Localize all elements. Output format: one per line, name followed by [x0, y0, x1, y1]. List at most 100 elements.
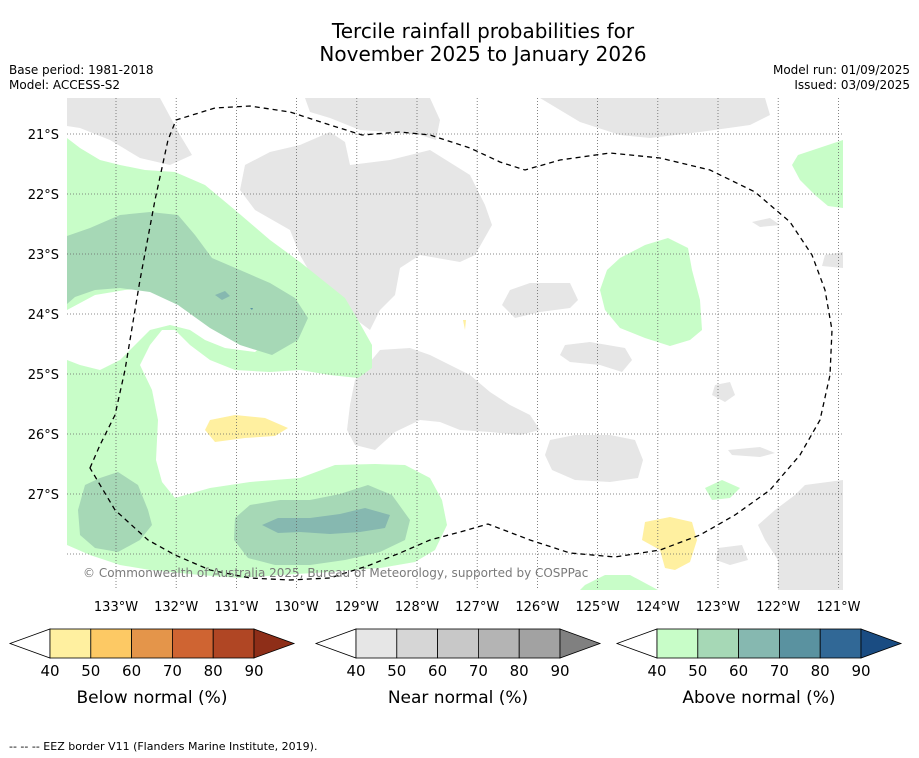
colorbar-near: 40 50 60 70 80 90 Near normal (%): [314, 628, 602, 708]
near-region-lower-right: [545, 435, 643, 482]
near-region-mid: [502, 283, 578, 318]
colorbar-box: [90, 628, 133, 659]
issued-date: Issued: 03/09/2025: [794, 78, 910, 92]
colorbar-tick-label: 50: [688, 662, 707, 680]
model-name: Model: ACCESS-S2: [9, 78, 121, 92]
colorbar-tick-label: 60: [729, 662, 748, 680]
colorbar-tick-label: 80: [204, 662, 223, 680]
colorbar-box: [49, 628, 92, 659]
below-normal-regions: [205, 320, 697, 570]
colorbar-tick-label: 70: [770, 662, 789, 680]
colorbar-tick-label: 80: [510, 662, 529, 680]
colorbars: 40 50 60 70 80 90 Below normal (%) 40 50 60 70 80 90…: [8, 628, 903, 708]
above-region-small: [705, 480, 740, 500]
colorbar-tick-label: 60: [428, 662, 447, 680]
near-region-small-1: [712, 382, 735, 402]
colorbar-tick-label: 90: [550, 662, 569, 680]
above-region-west-patch: [67, 405, 120, 465]
lon-label: 127°W: [455, 600, 499, 615]
lat-label: 24°S: [28, 308, 59, 323]
base-period: Base period: 1981-2018: [9, 63, 154, 77]
lon-label: 132°W: [154, 600, 198, 615]
map-title: Tercile rainfall probabilities for Novem…: [0, 20, 919, 66]
lon-labels: 133°W 132°W 131°W 130°W 129°W 128°W 127°W 126°W…: [94, 600, 861, 615]
near-region-mid-right: [560, 342, 632, 372]
eez-border: [89, 105, 833, 581]
lat-label: 22°S: [28, 188, 59, 203]
lon-label: 129°W: [335, 600, 379, 615]
near-region-small-4: [822, 252, 843, 268]
colorbar-extend-high: [559, 628, 602, 659]
above-normal-level-3: [215, 291, 390, 534]
colorbar-box: [131, 628, 173, 659]
above-l2-sw: [78, 472, 152, 552]
colorbar-tick-label: 70: [163, 662, 182, 680]
near-region-small-3: [752, 218, 780, 227]
lat-label: 21°S: [28, 128, 59, 143]
colorbar-tick-label: 90: [244, 662, 263, 680]
above-region-ne: [792, 140, 843, 208]
colorbar-extend-high: [253, 628, 296, 659]
near-region-lower-center: [347, 348, 540, 450]
copyright-text: © Commonwealth of Australia 2025, Bureau…: [83, 566, 588, 580]
colorbar-title: Near normal (%): [388, 688, 528, 708]
colorbar-box: [697, 628, 739, 659]
above-region-south: [580, 575, 658, 590]
colorbar-box: [355, 628, 398, 659]
colorbar-tick-label: 40: [40, 662, 59, 680]
near-region-nw: [67, 98, 192, 165]
near-region-se: [758, 480, 843, 590]
lon-label: 133°W: [94, 600, 138, 615]
grid-lines: [67, 98, 843, 590]
lon-label: 122°W: [756, 600, 800, 615]
lat-label: 27°S: [28, 488, 59, 503]
colorbar-box: [518, 628, 561, 659]
below-region-west: [205, 415, 288, 442]
lon-label: 128°W: [395, 600, 439, 615]
near-region-small-2: [728, 447, 775, 457]
lon-label: 130°W: [275, 600, 319, 615]
lat-labels: 21°S 22°S 23°S 24°S 25°S 26°S 27°S: [28, 128, 59, 503]
footnote: -- -- -- EEZ border V11 (Flanders Marine…: [9, 740, 318, 753]
lon-label: 131°W: [214, 600, 258, 615]
lat-label: 25°S: [28, 368, 59, 383]
lon-label: 125°W: [576, 600, 620, 615]
colorbar-tick-label: 70: [469, 662, 488, 680]
near-region-top-center: [305, 98, 440, 140]
colorbar-above: 40 50 60 70 80 90 Above normal (%): [615, 628, 903, 708]
above-region-east: [600, 238, 702, 346]
colorbar-box: [437, 628, 479, 659]
colorbar-extend-high: [860, 628, 903, 659]
meta-right: Model run: 01/09/2025 Issued: 03/09/2025: [773, 63, 910, 93]
colorbar-tick-label: 60: [122, 662, 141, 680]
colorbar-extend-low: [8, 628, 51, 659]
colorbar-box: [171, 628, 214, 659]
colorbar-box: [477, 628, 520, 659]
colorbar-tick-label: 50: [81, 662, 100, 680]
meta-left: Base period: 1981-2018 Model: ACCESS-S2: [9, 63, 154, 93]
colorbar-below: 40 50 60 70 80 90 Below normal (%): [8, 628, 296, 708]
lon-label: 126°W: [515, 600, 559, 615]
colorbar-tick-label: 40: [346, 662, 365, 680]
model-run: Model run: 01/09/2025: [772, 63, 910, 77]
lon-label: 121°W: [816, 600, 860, 615]
above-l4-dot: [250, 308, 253, 310]
colorbar-tick-label: 90: [851, 662, 870, 680]
near-normal-regions: [67, 98, 843, 590]
colorbar-box: [779, 628, 821, 659]
lat-label: 26°S: [28, 428, 59, 443]
title-line-1: Tercile rainfall probabilities for: [331, 19, 635, 43]
map-plot-area: [67, 98, 843, 590]
colorbar-box: [819, 628, 862, 659]
below-region-south: [642, 517, 697, 570]
lat-label: 23°S: [28, 248, 59, 263]
colorbar-tick-label: 40: [647, 662, 666, 680]
colorbar-box: [212, 628, 255, 659]
colorbar-tick-label: 80: [811, 662, 830, 680]
colorbar-title: Above normal (%): [682, 688, 835, 708]
above-l2-west: [67, 212, 308, 355]
colorbar-box: [656, 628, 699, 659]
near-region-small-5: [716, 545, 748, 565]
above-l3-west-dot: [215, 291, 230, 300]
lon-label: 123°W: [696, 600, 740, 615]
